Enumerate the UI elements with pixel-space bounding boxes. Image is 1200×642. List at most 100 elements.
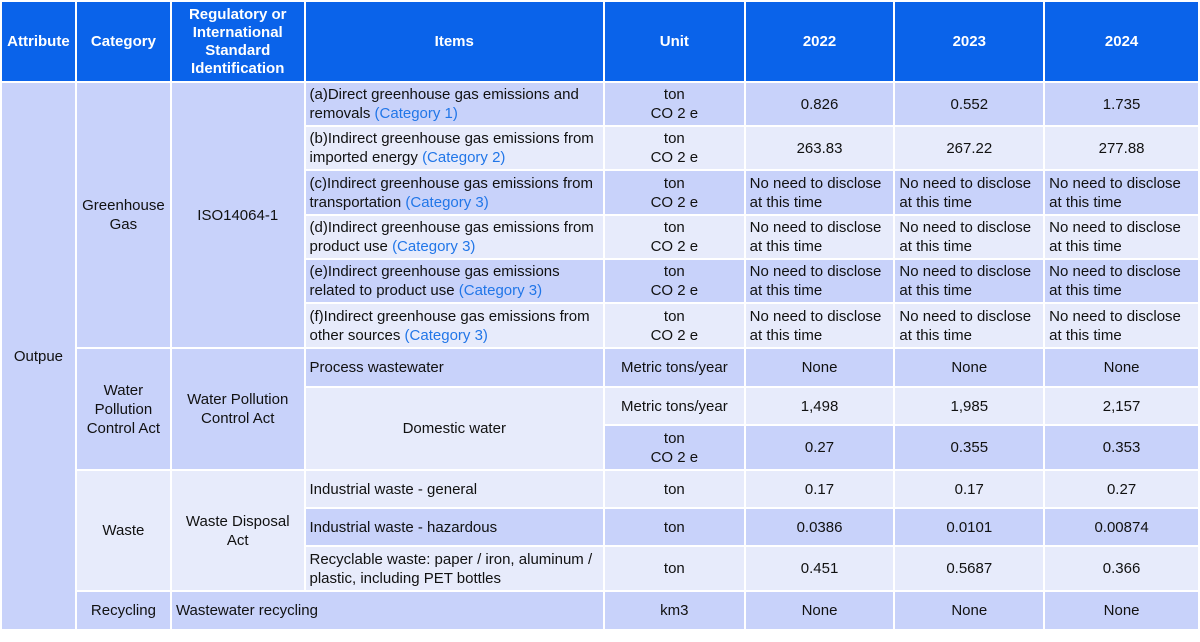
item-text: (d)Indirect greenhouse gas emissions fro…	[309, 219, 594, 255]
table-row: (f)Indirect greenhouse gas emissions fro…	[2, 304, 1198, 347]
item-cell: (d)Indirect greenhouse gas emissions fro…	[305, 216, 604, 258]
table-row: Waste Waste Disposal Act Industrial waste …	[2, 471, 1198, 590]
unit-cell: ton CO 2 e	[605, 304, 744, 347]
item-text: (c)Indirect greenhouse gas emissions fro…	[309, 174, 593, 211]
value-cell: 1.735	[1045, 83, 1198, 125]
standard-cell: Water Pollution Control Act	[171, 349, 304, 469]
table-row: Recycling Wastewater recycling km3 None None…	[2, 592, 1198, 629]
table-row: ton CO 2 e 0.27 0.355 0.353	[2, 426, 1198, 469]
value-cell: None	[895, 349, 1044, 386]
value-cell: No need to disclose at this time	[745, 260, 894, 302]
value-cell: 0.355	[895, 426, 1044, 469]
value-cell: No need to disclose at this time	[745, 304, 894, 347]
item-cell: (e)Indirect greenhouse gas emissions rel…	[305, 260, 604, 302]
unit-cell: ton CO 2 e	[605, 83, 744, 125]
item-text: (f)Indirect greenhouse gas emissions fro…	[309, 307, 590, 344]
category-tag: (Category 2)	[422, 149, 506, 166]
attribute-cell: Outpue	[2, 83, 75, 629]
unit-line: CO 2 e	[650, 448, 699, 466]
value-cell: None	[895, 592, 1044, 629]
value-cell: No need to disclose at this time	[895, 171, 1044, 214]
unit-line: CO 2 e	[650, 105, 699, 122]
unit-line: ton	[663, 174, 685, 192]
unit-line: ton	[663, 219, 685, 236]
header-items: Items	[305, 2, 604, 81]
value-cell: 0.27	[1045, 471, 1198, 507]
unit-line: ton	[663, 130, 685, 147]
item-cell: Wastewater recycling	[171, 592, 604, 629]
unit-cell: ton	[605, 509, 744, 545]
unit-line: ton	[663, 263, 685, 280]
value-cell: 0.5687	[895, 547, 1044, 590]
table-row: (d)Indirect greenhouse gas emissions fro…	[2, 216, 1198, 258]
unit-cell: ton CO 2 e	[605, 127, 744, 169]
value-cell: No need to disclose at this time	[895, 260, 1044, 302]
value-cell: 0.552	[895, 83, 1044, 125]
table-row: Industrial waste - hazardous ton 0.0386 0.0…	[2, 509, 1198, 545]
value-cell: No need to disclose at this time	[895, 216, 1044, 258]
unit-line: CO 2 e	[650, 282, 699, 299]
table-row: Outpue Greenhouse Gas ISO14064-1 (a)Direct …	[2, 83, 1198, 629]
value-cell: 1,985	[895, 388, 1044, 424]
unit-line: ton	[663, 307, 685, 325]
item-cell: (a)Direct greenhouse gas emissions and r…	[305, 83, 604, 125]
value-cell: 0.0386	[745, 509, 894, 545]
table-row: (e)Indirect greenhouse gas emissions rel…	[2, 260, 1198, 302]
item-cell: (c)Indirect greenhouse gas emissions fro…	[305, 171, 604, 214]
unit-cell: km3	[605, 592, 744, 629]
unit-line: CO 2 e	[650, 193, 699, 211]
category-tag: (Category 3)	[458, 282, 543, 299]
item-cell: Process wastewater	[305, 349, 604, 386]
unit-line: ton	[663, 86, 685, 103]
table-row: Domestic water Metric tons/year 1,498 1,985…	[2, 388, 1198, 469]
unit-cell: Metric tons/year	[605, 388, 744, 424]
value-cell: 0.17	[895, 471, 1044, 507]
unit-cell: ton CO 2 e	[605, 426, 744, 469]
table-row: (b)Indirect greenhouse gas emissions fro…	[2, 127, 1198, 169]
unit-cell: ton	[605, 471, 744, 507]
value-cell: 2,157	[1045, 388, 1198, 424]
unit-line: CO 2 e	[650, 149, 699, 166]
value-cell: 277.88	[1045, 127, 1198, 169]
category-tag: (Category 3)	[392, 238, 476, 255]
value-cell: 0.353	[1045, 426, 1198, 469]
item-text: (b)Indirect greenhouse gas emissions fro…	[309, 130, 594, 166]
item-cell: Domestic water	[305, 388, 604, 469]
header-attribute: Attribute	[2, 2, 75, 81]
standard-cell: ISO14064-1	[171, 83, 304, 347]
value-cell: No need to disclose at this time	[745, 171, 894, 214]
header-2023: 2023	[895, 2, 1044, 81]
item-cell: (f)Indirect greenhouse gas emissions fro…	[305, 304, 604, 347]
value-cell: No need to disclose at this time	[895, 304, 1044, 347]
unit-cell: Metric tons/year	[605, 349, 744, 386]
value-cell: No need to disclose at this time	[1045, 171, 1198, 214]
table-row: Water Pollution Control Act Water Polluti…	[2, 349, 1198, 469]
item-text: (e)Indirect greenhouse gas emissions rel…	[309, 263, 560, 299]
value-cell: None	[745, 592, 894, 629]
value-cell: No need to disclose at this time	[1045, 260, 1198, 302]
value-cell: 0.366	[1045, 547, 1198, 590]
header-2022: 2022	[745, 2, 894, 81]
item-cell: Industrial waste - general	[305, 471, 604, 507]
item-cell: Industrial waste - hazardous	[305, 509, 604, 545]
value-cell: 0.27	[745, 426, 894, 469]
value-cell: 1,498	[745, 388, 894, 424]
unit-line: CO 2 e	[650, 238, 699, 255]
category-cell: Recycling	[76, 592, 170, 629]
value-cell: 0.826	[745, 83, 894, 125]
category-cell: Waste	[76, 471, 170, 590]
header-row: Attribute Category Regulatory or Interna…	[2, 2, 1198, 81]
unit-line: ton	[663, 429, 685, 447]
category-cell: Water Pollution Control Act	[76, 349, 170, 469]
unit-cell: ton CO 2 e	[605, 171, 744, 214]
header-unit: Unit	[605, 2, 744, 81]
value-cell: 0.17	[745, 471, 894, 507]
unit-cell: ton	[605, 547, 744, 590]
header-standard: Regulatory or International Standard Ide…	[171, 2, 304, 81]
value-cell: 0.0101	[895, 509, 1044, 545]
value-cell: 0.00874	[1045, 509, 1198, 545]
value-cell: None	[1045, 592, 1198, 629]
value-cell: 263.83	[745, 127, 894, 169]
value-cell: No need to disclose at this time	[745, 216, 894, 258]
category-tag: (Category 1)	[374, 105, 458, 122]
